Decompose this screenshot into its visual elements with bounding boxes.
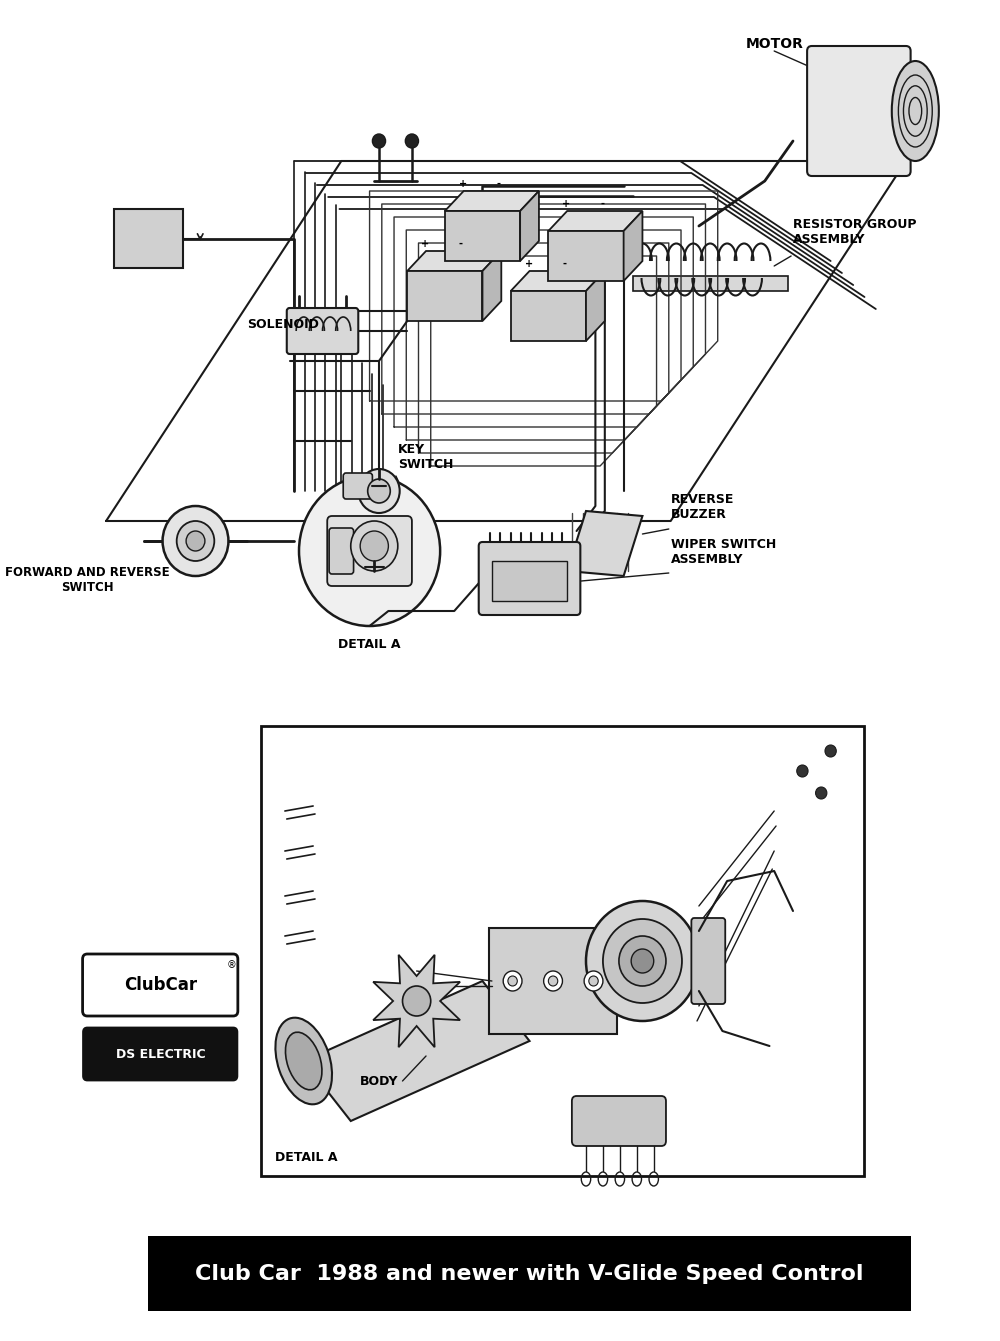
Text: Club Car  1988 and newer with V-Glide Speed Control: Club Car 1988 and newer with V-Glide Spe…	[195, 1265, 864, 1283]
Circle shape	[589, 976, 598, 986]
Text: +: +	[459, 178, 467, 189]
FancyBboxPatch shape	[287, 308, 358, 354]
Circle shape	[405, 134, 419, 148]
Polygon shape	[407, 251, 501, 271]
Polygon shape	[624, 211, 642, 282]
Circle shape	[797, 764, 808, 776]
Polygon shape	[548, 211, 642, 231]
Text: +: +	[525, 259, 533, 270]
Circle shape	[816, 787, 827, 799]
Text: WIPER SWITCH
ASSEMBLY: WIPER SWITCH ASSEMBLY	[671, 538, 776, 566]
Bar	[633, 276, 788, 291]
Circle shape	[631, 949, 654, 974]
Bar	[148, 1236, 911, 1311]
Circle shape	[503, 971, 522, 991]
Polygon shape	[520, 190, 539, 261]
Text: MOTOR: MOTOR	[746, 38, 804, 51]
Text: ®: ®	[226, 960, 236, 970]
Text: BODY: BODY	[360, 1075, 398, 1088]
Polygon shape	[482, 251, 501, 320]
FancyBboxPatch shape	[572, 1096, 666, 1147]
Text: -: -	[562, 259, 566, 270]
Circle shape	[360, 531, 388, 561]
Polygon shape	[586, 271, 605, 341]
Text: -: -	[600, 198, 604, 209]
FancyBboxPatch shape	[489, 928, 617, 1034]
Circle shape	[548, 976, 558, 986]
FancyBboxPatch shape	[114, 209, 183, 268]
FancyBboxPatch shape	[807, 46, 911, 176]
Polygon shape	[373, 955, 460, 1047]
Polygon shape	[445, 211, 520, 261]
Polygon shape	[511, 291, 586, 341]
Polygon shape	[445, 190, 539, 211]
Text: SOLENOID: SOLENOID	[247, 318, 319, 331]
Text: DETAIL A: DETAIL A	[275, 1151, 338, 1164]
Polygon shape	[511, 271, 605, 291]
FancyBboxPatch shape	[84, 1029, 237, 1080]
FancyBboxPatch shape	[83, 953, 238, 1016]
Circle shape	[351, 522, 398, 571]
Text: FORWARD AND REVERSE
SWITCH: FORWARD AND REVERSE SWITCH	[5, 566, 170, 594]
Circle shape	[603, 919, 682, 1003]
Polygon shape	[304, 982, 530, 1121]
Ellipse shape	[275, 1018, 332, 1105]
Polygon shape	[567, 511, 642, 577]
Circle shape	[544, 971, 562, 991]
Bar	[261, 725, 864, 1176]
FancyBboxPatch shape	[479, 542, 580, 616]
Polygon shape	[407, 271, 482, 320]
Circle shape	[586, 901, 699, 1021]
FancyBboxPatch shape	[329, 528, 354, 574]
Circle shape	[825, 746, 836, 758]
Bar	[492, 561, 567, 601]
Text: +: +	[421, 239, 429, 249]
Circle shape	[186, 531, 205, 551]
Ellipse shape	[892, 60, 939, 161]
FancyBboxPatch shape	[327, 516, 412, 586]
Text: KEY
SWITCH: KEY SWITCH	[398, 443, 453, 471]
Text: RESISTOR GROUP
ASSEMBLY: RESISTOR GROUP ASSEMBLY	[793, 219, 916, 245]
Text: +: +	[562, 198, 571, 209]
Text: DS ELECTRIC: DS ELECTRIC	[116, 1047, 205, 1061]
Circle shape	[403, 986, 431, 1016]
Text: ClubCar: ClubCar	[124, 976, 197, 994]
Text: -: -	[497, 178, 501, 189]
Circle shape	[299, 476, 440, 626]
Circle shape	[358, 469, 400, 514]
Text: DETAIL A: DETAIL A	[338, 638, 401, 650]
Ellipse shape	[285, 1033, 322, 1090]
FancyBboxPatch shape	[691, 919, 725, 1004]
Circle shape	[584, 971, 603, 991]
FancyBboxPatch shape	[343, 473, 372, 499]
Circle shape	[368, 479, 390, 503]
Text: -: -	[459, 239, 463, 249]
Circle shape	[372, 134, 386, 148]
Circle shape	[163, 506, 228, 577]
Text: REVERSE
BUZZER: REVERSE BUZZER	[671, 493, 734, 522]
Circle shape	[508, 976, 517, 986]
Circle shape	[619, 936, 666, 986]
Circle shape	[177, 522, 214, 561]
Polygon shape	[548, 231, 624, 282]
